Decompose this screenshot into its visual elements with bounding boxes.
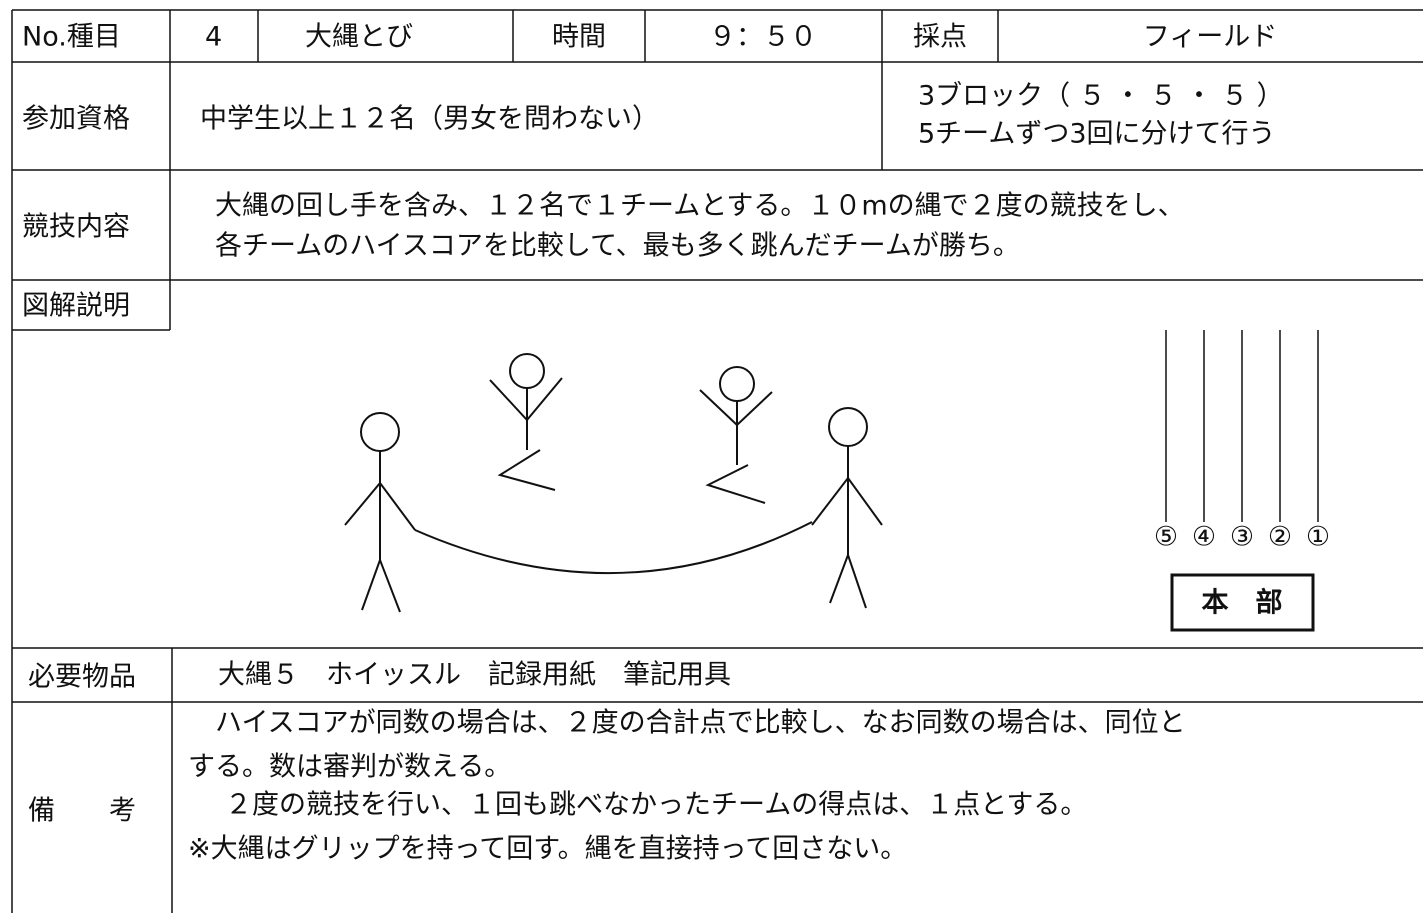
lane-number: ①: [1306, 522, 1330, 553]
cell-label: No.種目: [22, 22, 121, 53]
cell-label: 備 考: [28, 796, 136, 827]
cell-label: 時間: [552, 22, 606, 53]
cell-value: ハイスコアが同数の場合は、２度の合計点で比較し、なお同数の場合は、同位と: [215, 708, 1186, 739]
hq-label: 本 部: [1202, 587, 1283, 619]
lane-number: ④: [1192, 522, 1216, 553]
cell-value: 3ブロック（ ５ ・ ５ ・ ５ ）: [918, 81, 1284, 112]
cell-value: ９：５０: [709, 22, 817, 53]
cell-value: 大縄５ ホイッスル 記録用紙 筆記用具: [218, 660, 731, 691]
cell-value: フィールド: [1143, 22, 1277, 53]
cell-value: ※大縄はグリップを持って回す。縄を直接持って回さない。: [188, 834, 907, 865]
cell-value: 中学生以上１２名（男女を問わない）: [200, 104, 659, 135]
cell-value: 4: [205, 22, 222, 53]
lanes: [1165, 330, 1319, 632]
cell-value: 大縄とび: [305, 22, 413, 53]
cell-label: 採点: [913, 22, 967, 53]
cell-label: 図解説明: [22, 291, 130, 322]
cell-value: ２度の競技を行い、１回も跳べなかったチームの得点は、１点とする。: [225, 790, 1087, 821]
cell-label: 競技内容: [22, 212, 130, 243]
cell-value: する。数は審判が数える。: [188, 752, 511, 783]
cell-value: 各チームのハイスコアを比較して、最も多く跳んだチームが勝ち。: [215, 231, 1020, 262]
cell-value: 大縄の回し手を含み、１２名で１チームとする。１０mの縄で２度の競技をし、: [215, 191, 1185, 222]
table-grid: [11, 9, 1423, 913]
cell-label: 必要物品: [28, 662, 136, 693]
cell-label: 参加資格: [22, 104, 130, 135]
lane-number: ⑤: [1154, 522, 1178, 553]
cell-value: 5チームずつ3回に分けて行う: [918, 119, 1276, 150]
jump-rope-figure: [344, 353, 883, 613]
lane-number: ②: [1268, 522, 1292, 553]
lane-number: ③: [1230, 522, 1254, 553]
